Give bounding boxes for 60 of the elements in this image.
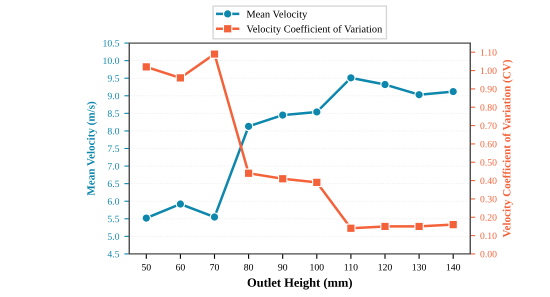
x-tick-label: 110: [344, 264, 358, 270]
y-tick-label: 10.5: [103, 40, 120, 47]
point: [414, 222, 424, 232]
y2-tick-label: 0.70: [480, 122, 497, 130]
point: [210, 49, 220, 59]
y2-tick-label: 0.10: [480, 232, 497, 240]
y2-tick-label: 0.40: [480, 177, 497, 184]
x-tick-label: 100: [310, 264, 324, 270]
y-tick-label: 9.5: [108, 75, 120, 82]
y2-tick-label: 0.50: [480, 159, 497, 166]
y2-tick-label: 0.60: [480, 140, 497, 148]
point: [448, 220, 458, 230]
y-axis-title: Mean Velocity (m/s): [86, 102, 97, 196]
point: [312, 107, 322, 117]
y-tick-label: 9.0: [108, 92, 120, 100]
y-tick-label: 5.0: [108, 233, 120, 240]
x-tick-label: 120: [378, 264, 392, 270]
point: [346, 73, 356, 83]
y2-tick-label: 1.10: [480, 49, 497, 56]
y2-tick-label: 0.90: [480, 86, 497, 92]
legend-label: Mean Velocity: [246, 10, 308, 20]
x-tick-label: 140: [446, 264, 460, 270]
x-tick-label: 60: [176, 264, 185, 270]
point: [380, 222, 390, 232]
y-tick-label: 10.0: [103, 58, 120, 64]
legend-label: Velocity Coefficient of Variation: [246, 25, 382, 35]
y-tick-label: 8.5: [108, 110, 120, 117]
y-tick-label: 5.5: [108, 216, 120, 222]
x-tick-label: 80: [244, 264, 254, 270]
y2-tick-label: 0.20: [480, 214, 497, 221]
point: [414, 90, 424, 100]
y-tick-label: 8.0: [108, 128, 120, 134]
y2-axis-title: Velocity Coefficient of Variation (CV): [502, 60, 513, 238]
point: [346, 224, 356, 233]
point: [244, 168, 254, 178]
point: [176, 199, 186, 209]
point: [312, 178, 322, 188]
point: [210, 212, 220, 222]
point: [278, 174, 288, 184]
point: [448, 86, 458, 96]
x-tick-label: 70: [210, 264, 219, 270]
x-tick-label: 90: [278, 264, 288, 270]
point: [278, 110, 288, 120]
y2-tick-label: 0.80: [480, 104, 497, 111]
x-tick-label: 130: [412, 264, 426, 270]
y2-tick-label: 0.00: [480, 250, 497, 258]
x-axis-title: Outlet Height (mm): [248, 278, 352, 290]
point: [380, 80, 390, 90]
point: [176, 73, 186, 83]
y-tick-label: 7.5: [108, 146, 120, 152]
point: [244, 122, 254, 132]
y2-tick-label: 0.30: [480, 196, 497, 202]
y-tick-label: 6.0: [108, 198, 120, 205]
x-tick-label: 50: [142, 264, 151, 270]
point: [142, 213, 152, 223]
y-tick-label: 7.0: [108, 162, 120, 170]
point: [142, 62, 152, 72]
y-tick-label: 4.5: [108, 250, 120, 258]
y-tick-label: 6.5: [108, 180, 120, 188]
y2-tick-label: 1.00: [480, 67, 497, 74]
